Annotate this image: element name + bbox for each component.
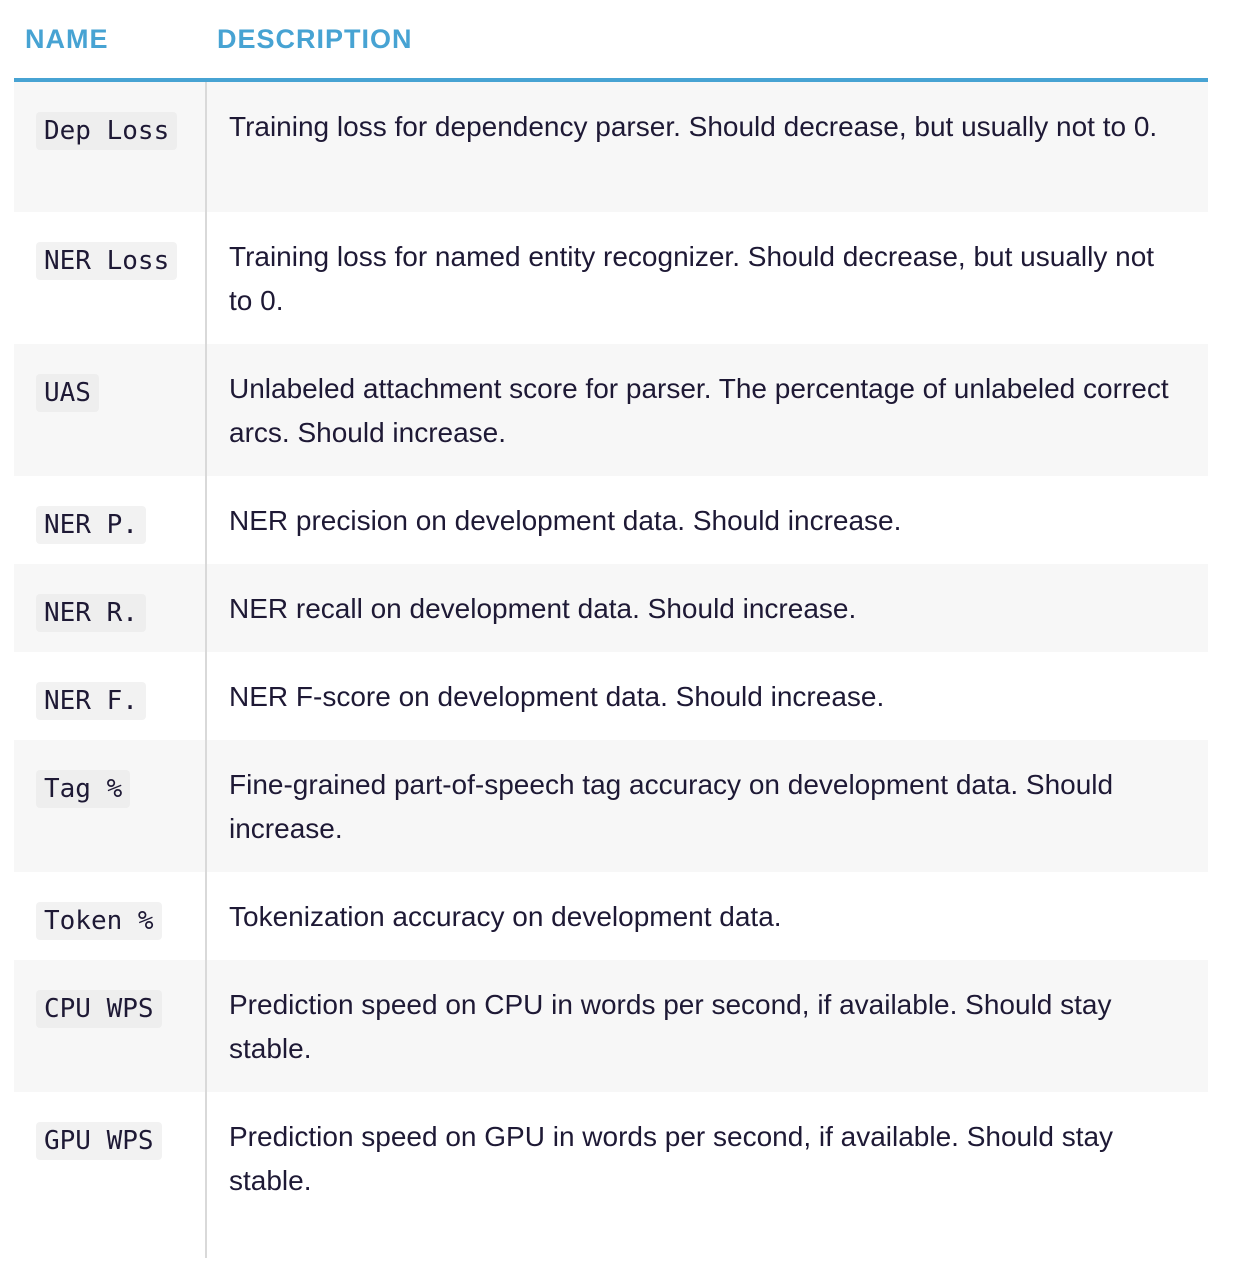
- metric-name-code: GPU WPS: [36, 1122, 162, 1160]
- metric-name-code: Tag %: [36, 770, 131, 808]
- table-row: NER P. NER precision on development data…: [14, 476, 1208, 564]
- metric-name-cell: NER R.: [14, 564, 207, 652]
- metric-description: Training loss for named entity recognize…: [229, 241, 1155, 316]
- table-header: NAME DESCRIPTION: [14, 0, 1208, 82]
- table-row: UAS Unlabeled attachment score for parse…: [14, 344, 1208, 476]
- metric-description: Training loss for dependency parser. Sho…: [229, 111, 1158, 142]
- metric-name-code: Token %: [36, 902, 162, 940]
- metric-description: NER F-score on development data. Should …: [229, 681, 885, 712]
- column-header-description: DESCRIPTION: [206, 0, 1208, 82]
- table-row: GPU WPS Prediction speed on GPU in words…: [14, 1092, 1208, 1224]
- metric-description: NER precision on development data. Shoul…: [229, 505, 902, 536]
- metric-name-cell: Token %: [14, 872, 207, 960]
- table-row: Dep Loss Training loss for dependency pa…: [14, 80, 1208, 212]
- table-bottom-spacer-cell: [206, 1224, 1208, 1258]
- metric-name-cell: GPU WPS: [14, 1092, 207, 1224]
- metrics-table: NAME DESCRIPTION Dep Loss Training loss …: [14, 0, 1208, 1258]
- metric-name-cell: CPU WPS: [14, 960, 207, 1092]
- table-bottom-spacer: [14, 1224, 1208, 1258]
- metric-name-code: NER R.: [36, 594, 146, 632]
- metric-description: Fine-grained part-of-speech tag accuracy…: [229, 769, 1114, 844]
- metric-name-cell: NER F.: [14, 652, 207, 740]
- metric-name-cell: NER Loss: [14, 212, 207, 344]
- table-row: Token % Tokenization accuracy on develop…: [14, 872, 1208, 960]
- metric-name-code: Dep Loss: [36, 112, 178, 150]
- metric-description: Prediction speed on GPU in words per sec…: [229, 1121, 1114, 1196]
- table-header-row: NAME DESCRIPTION: [14, 0, 1208, 82]
- metric-name-cell: Tag %: [14, 740, 207, 872]
- table-row: NER F. NER F-score on development data. …: [14, 652, 1208, 740]
- metric-name-cell: Dep Loss: [14, 80, 207, 212]
- metric-description: Unlabeled attachment score for parser. T…: [229, 373, 1169, 448]
- metrics-table-container: NAME DESCRIPTION Dep Loss Training loss …: [14, 0, 1208, 1258]
- table-row: NER Loss Training loss for named entity …: [14, 212, 1208, 344]
- metric-name-code: NER F.: [36, 682, 146, 720]
- table-row: NER R. NER recall on development data. S…: [14, 564, 1208, 652]
- table-row: Tag % Fine-grained part-of-speech tag ac…: [14, 740, 1208, 872]
- metric-name-cell: UAS: [14, 344, 207, 476]
- metric-description: NER recall on development data. Should i…: [229, 593, 857, 624]
- metric-name-code: NER Loss: [36, 242, 178, 280]
- table-body: Dep Loss Training loss for dependency pa…: [14, 80, 1208, 1258]
- metric-description: Tokenization accuracy on development dat…: [229, 901, 782, 932]
- metric-description: Prediction speed on CPU in words per sec…: [229, 989, 1112, 1064]
- metric-name-code: CPU WPS: [36, 990, 162, 1028]
- metric-name-code: NER P.: [36, 506, 146, 544]
- column-header-name: NAME: [14, 0, 206, 82]
- table-bottom-spacer-cell: [14, 1224, 207, 1258]
- table-row: CPU WPS Prediction speed on CPU in words…: [14, 960, 1208, 1092]
- metric-name-cell: NER P.: [14, 476, 207, 564]
- metric-name-code: UAS: [36, 374, 99, 412]
